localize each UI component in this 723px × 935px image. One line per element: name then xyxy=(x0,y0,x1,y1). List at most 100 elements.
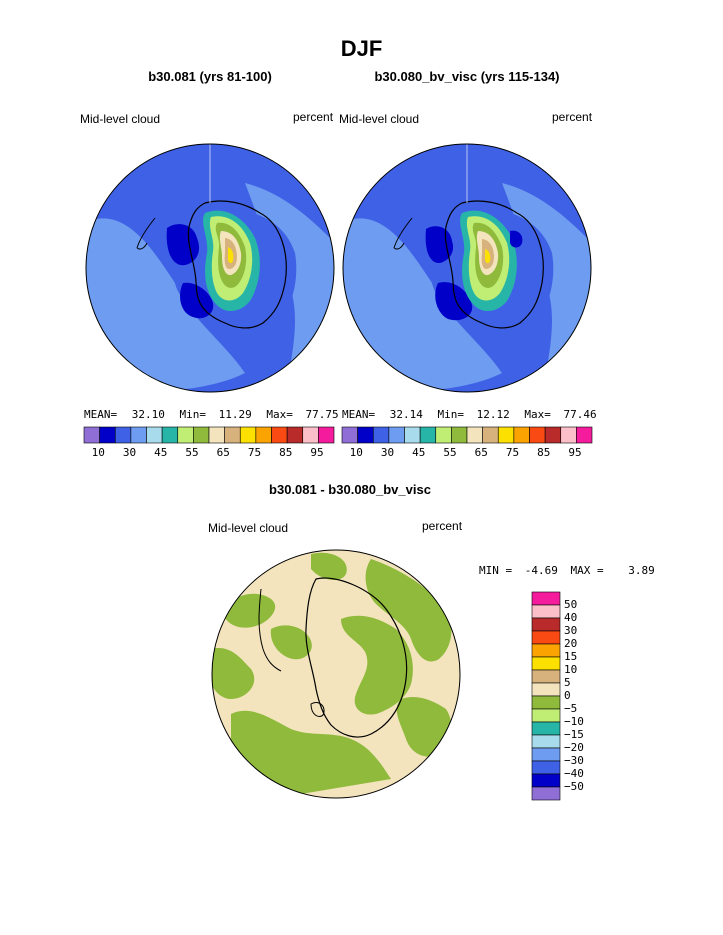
colorbar-diff-label: 0 xyxy=(564,689,571,702)
colorbar-cell xyxy=(531,591,561,606)
colorbar-diff-label: −20 xyxy=(564,741,584,754)
colorbar-cell xyxy=(193,426,210,444)
colorbar-tick-label: 45 xyxy=(412,446,426,459)
colorbar-tick-label: 45 xyxy=(154,446,168,459)
panel-right-stats: MEAN= 32.14 Min= 12.12 Max= 77.46 xyxy=(342,408,597,421)
colorbar-cell xyxy=(83,426,100,444)
colorbar-cell xyxy=(544,426,562,444)
colorbar-diff-label: 15 xyxy=(564,650,578,663)
min-value: 12.12 xyxy=(476,408,510,421)
colorbar-cell xyxy=(224,426,241,444)
colorbar-cell xyxy=(357,426,374,444)
panel-right-variable-label: Mid-level cloud xyxy=(339,112,420,126)
max-value: 77.75 xyxy=(305,408,339,421)
colorbar-tick-label: 30 xyxy=(122,446,137,459)
colorbar-cell xyxy=(372,426,390,444)
colorbar-cell xyxy=(531,695,561,710)
colorbar-cell xyxy=(531,747,561,762)
colorbar-cell xyxy=(318,426,335,444)
colorbar-right xyxy=(341,426,593,444)
colorbar-cell xyxy=(531,708,561,723)
colorbar-diff-label: 10 xyxy=(564,663,578,676)
panel-right-subtitle: b30.080_bv_visc (yrs 115-134) xyxy=(374,69,560,84)
colorbar-right-ticks: 10 30 45 55 65 75 85 95 xyxy=(342,446,592,460)
colorbar-cell xyxy=(286,426,304,444)
colorbar-cell xyxy=(177,426,194,444)
colorbar-diff-label: −40 xyxy=(564,767,584,780)
colorbar-tick-label: 65 xyxy=(474,446,488,459)
colorbar-cell xyxy=(161,426,179,444)
panel-left-units-label: percent xyxy=(293,110,334,124)
colorbar-cell xyxy=(482,426,499,444)
max-label: Max= xyxy=(524,408,551,421)
diff-units-label: percent xyxy=(422,519,463,533)
colorbar-tick-label: 95 xyxy=(310,446,324,459)
colorbar-tick-label: 55 xyxy=(443,446,457,459)
colorbar-tick-label: 85 xyxy=(279,446,293,459)
colorbar-tick-label: 75 xyxy=(247,446,262,459)
colorbar-tick-label: 85 xyxy=(537,446,551,459)
colorbar-cell xyxy=(208,426,225,444)
colorbar-diff-label: 20 xyxy=(564,637,578,650)
colorbar-cell xyxy=(239,426,257,444)
colorbar-diff-label: 5 xyxy=(564,676,571,689)
colorbar-cell xyxy=(497,426,515,444)
colorbar-cell xyxy=(388,426,405,444)
min-value: 11.29 xyxy=(218,408,252,421)
colorbar-cell xyxy=(531,773,561,788)
colorbar-diff xyxy=(531,591,561,801)
colorbar-cell xyxy=(466,426,483,444)
colorbar-cell xyxy=(531,786,561,801)
colorbar-diff-label: −10 xyxy=(564,715,584,728)
colorbar-diff-labels: 50 40 30 20 15 10 5 0 −5 −10 −15 −20 −30 −40 −50 xyxy=(564,592,604,800)
colorbar-cell xyxy=(302,426,319,444)
min-label: MIN = xyxy=(479,564,513,577)
colorbar-cell xyxy=(531,734,561,749)
panel-right-units-label: percent xyxy=(552,110,593,124)
max-label: MAX = xyxy=(570,564,604,577)
panel-left-variable-label: Mid-level cloud xyxy=(80,112,161,126)
colorbar-cell xyxy=(341,426,358,444)
mean-label: MEAN= xyxy=(84,408,118,421)
min-value: -4.69 xyxy=(524,564,558,577)
colorbar-tick-label: 55 xyxy=(185,446,199,459)
colorbar-cell xyxy=(255,426,272,444)
colorbar-cell xyxy=(531,682,561,697)
colorbar-cell xyxy=(560,426,577,444)
max-value: 77.46 xyxy=(563,408,597,421)
colorbar-cell xyxy=(114,426,132,444)
colorbar-cell xyxy=(531,604,561,619)
colorbar-tick-label: 10 xyxy=(91,446,105,459)
colorbar-cell xyxy=(576,426,593,444)
colorbar-cell xyxy=(531,643,561,658)
colorbar-left xyxy=(83,426,335,444)
colorbar-tick-label: 65 xyxy=(216,446,230,459)
colorbar-cell xyxy=(531,669,561,684)
colorbar-cell xyxy=(531,721,561,736)
colorbar-cell xyxy=(130,426,147,444)
max-label: Max= xyxy=(266,408,293,421)
diff-variable-label: Mid-level cloud xyxy=(208,521,289,535)
colorbar-cell xyxy=(99,426,116,444)
colorbar-cell xyxy=(529,426,546,444)
colorbar-diff-label: 50 xyxy=(564,598,578,611)
panel-left-stats: MEAN= 32.10 Min= 11.29 Max= 77.75 xyxy=(84,408,339,421)
colorbar-cell xyxy=(531,760,561,775)
mean-value: 32.14 xyxy=(389,408,423,421)
colorbar-tick-label: 75 xyxy=(505,446,520,459)
mean-label: MEAN= xyxy=(342,408,376,421)
min-label: Min= xyxy=(437,408,465,421)
diff-subtitle: b30.081 - b30.080_bv_visc xyxy=(269,482,431,497)
min-label: Min= xyxy=(179,408,207,421)
mean-value: 32.10 xyxy=(131,408,165,421)
colorbar-left-ticks: 10 30 45 55 65 75 85 95 xyxy=(84,446,334,460)
colorbar-cell xyxy=(146,426,163,444)
map-left xyxy=(85,143,335,393)
panel-left-subtitle: b30.081 (yrs 81-100) xyxy=(148,69,272,84)
max-value: 3.89 xyxy=(628,564,655,577)
colorbar-cell xyxy=(531,656,561,671)
page-title: DJF xyxy=(340,36,383,61)
colorbar-cell xyxy=(271,426,288,444)
colorbar-cell xyxy=(513,426,530,444)
diff-stats: MIN = -4.69 MAX = 3.89 xyxy=(479,564,655,577)
